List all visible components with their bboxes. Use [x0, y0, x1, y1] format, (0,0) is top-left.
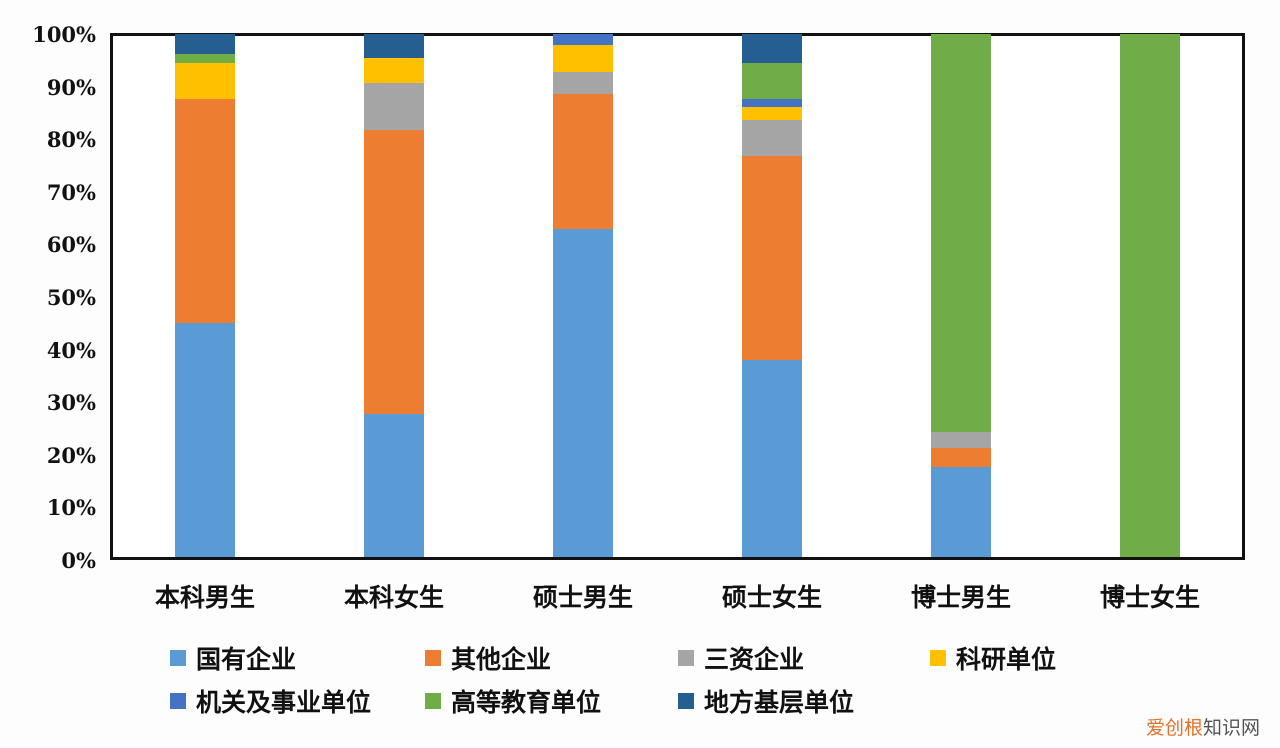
legend-swatch-icon: [170, 693, 186, 709]
legend-label: 机关及事业单位: [196, 688, 372, 717]
bar-segment: [931, 466, 991, 557]
bar-segment: [175, 53, 235, 63]
x-tick-label: 博士男生: [910, 583, 1011, 612]
bar-segment: [364, 34, 424, 59]
bar-segment: [553, 93, 613, 230]
x-tick-label: 本科男生: [154, 583, 255, 612]
x-tick-label: 硕士男生: [532, 583, 633, 612]
bar-segment: [553, 34, 613, 46]
y-tick-label: 60%: [46, 232, 96, 258]
bar-博士女生: [1120, 34, 1180, 557]
legend-item: 三资企业: [678, 640, 804, 676]
bar-硕士女生: [742, 34, 802, 557]
bar-本科女生: [364, 34, 424, 557]
bar-博士男生: [931, 34, 991, 557]
x-tick-label: 本科女生: [343, 583, 444, 612]
y-tick-label: 40%: [46, 337, 96, 363]
y-tick-label: 90%: [46, 74, 96, 100]
legend-swatch-icon: [425, 693, 441, 709]
bar-segment: [364, 413, 424, 557]
y-tick-label: 80%: [46, 127, 96, 153]
legend-item: 其他企业: [425, 640, 551, 676]
bar-segment: [175, 323, 235, 557]
legend-swatch-icon: [678, 693, 694, 709]
bar-segment: [553, 45, 613, 72]
bar-segment: [742, 34, 802, 63]
legend-label: 高等教育单位: [451, 688, 602, 717]
bar-segment: [364, 82, 424, 130]
bar-segment: [553, 71, 613, 94]
legend-swatch-icon: [170, 650, 186, 666]
bar-segment: [742, 98, 802, 107]
legend-item: 地方基层单位: [678, 683, 854, 719]
legend-label: 三资企业: [704, 645, 805, 674]
bar-segment: [364, 58, 424, 83]
watermark: 爱创根知识网: [1145, 717, 1260, 739]
bar-本科男生: [175, 34, 235, 557]
legend-swatch-icon: [678, 650, 694, 666]
bar-硕士男生: [553, 34, 613, 557]
bar-segment: [175, 62, 235, 100]
legend-item: 机关及事业单位: [170, 683, 371, 719]
y-tick-label: 100%: [32, 22, 96, 47]
legend-swatch-icon: [425, 650, 441, 666]
y-tick-label: 30%: [46, 390, 96, 416]
bar-segment: [742, 106, 802, 121]
legend-label: 地方基层单位: [704, 688, 855, 717]
bar-segment: [1120, 34, 1180, 557]
y-tick-label: 0%: [61, 548, 96, 573]
plot-area: [110, 33, 1245, 560]
bar-segment: [742, 360, 802, 557]
bar-segment: [553, 229, 613, 557]
bar-segment: [742, 156, 802, 361]
y-tick-label: 20%: [46, 442, 96, 468]
legend-label: 国有企业: [196, 645, 297, 674]
x-tick-label: 博士女生: [1099, 583, 1200, 612]
legend-label: 科研单位: [956, 645, 1057, 674]
y-tick-label: 70%: [46, 179, 96, 205]
bar-segment: [175, 99, 235, 324]
bar-segment: [931, 447, 991, 467]
bar-segment: [175, 34, 235, 54]
y-tick-label: 50%: [46, 285, 96, 310]
legend-item: 高等教育单位: [425, 683, 601, 719]
x-tick-label: 硕士女生: [721, 583, 822, 612]
y-tick-label: 10%: [46, 495, 96, 521]
legend-item: 科研单位: [930, 640, 1056, 676]
bar-segment: [364, 129, 424, 414]
bar-segment: [931, 34, 991, 432]
legend-swatch-icon: [930, 650, 946, 666]
legend-label: 其他企业: [451, 645, 552, 674]
legend-item: 国有企业: [170, 640, 296, 676]
bar-segment: [931, 431, 991, 448]
bar-segment: [742, 120, 802, 157]
bar-segment: [742, 62, 802, 99]
